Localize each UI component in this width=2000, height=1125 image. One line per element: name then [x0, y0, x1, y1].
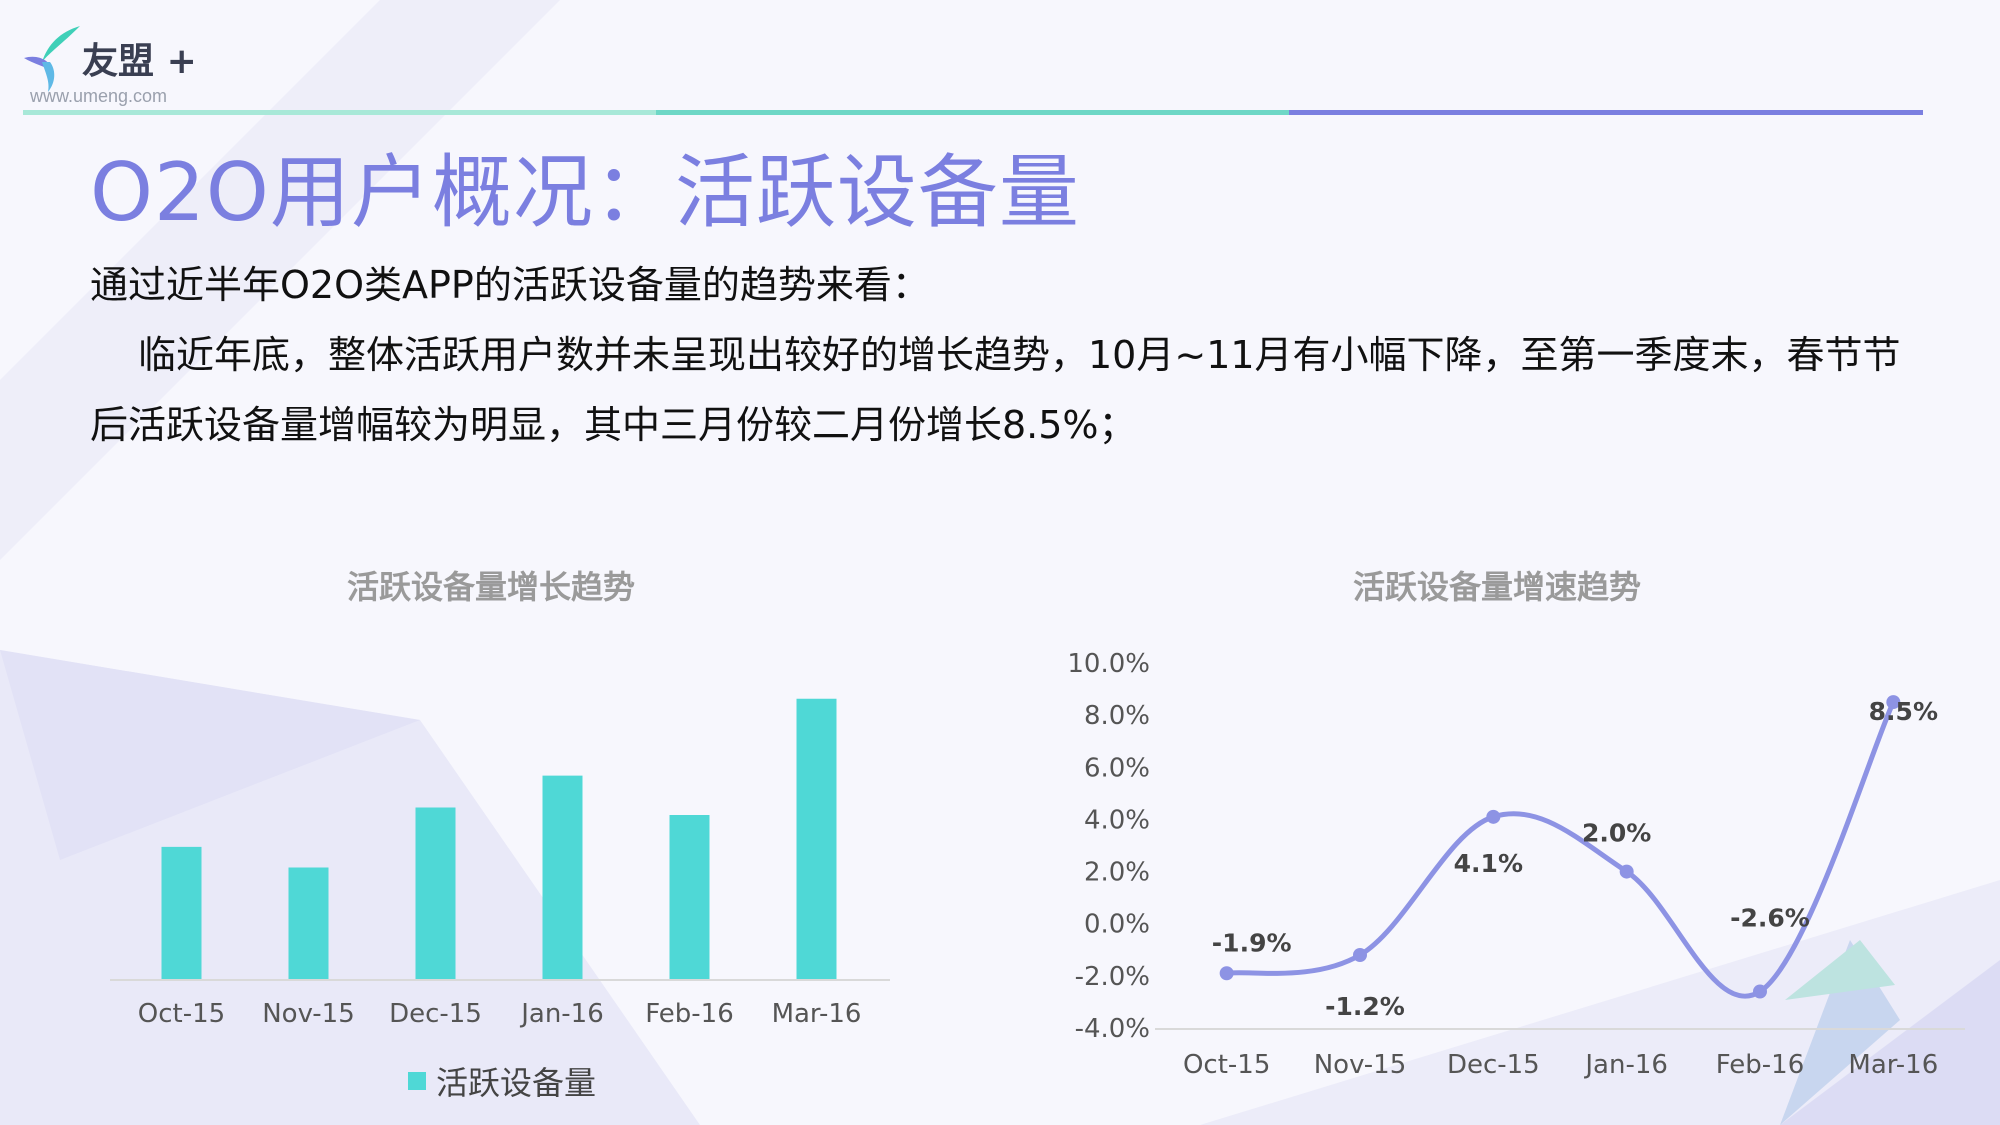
y-tick-label: 6.0%	[1084, 753, 1150, 783]
bar-chart-title: 活跃设备量增长趋势	[347, 568, 636, 606]
data-label: 2.0%	[1582, 819, 1651, 848]
page-title: O2O用户概况：活跃设备量	[90, 146, 1080, 239]
x-tick-label: Mar-16	[772, 999, 862, 1029]
data-point	[1619, 864, 1634, 879]
x-tick-label: Oct-15	[1183, 1050, 1270, 1080]
x-tick-label: Dec-15	[1447, 1050, 1540, 1080]
x-tick-label: Nov-15	[262, 999, 355, 1029]
data-point	[1219, 966, 1234, 981]
data-label: 4.1%	[1454, 849, 1523, 878]
bar-chart: Oct-15 Nov-15 Dec-15 Jan-16 Feb-16 Mar-16	[110, 698, 890, 1029]
header-rule	[23, 110, 1923, 115]
x-tick-label: Dec-15	[389, 999, 482, 1029]
y-tick-label: 8.0%	[1084, 701, 1150, 731]
data-point	[1486, 809, 1501, 824]
x-tick-label: Jan-16	[519, 999, 604, 1029]
legend-label: 活跃设备量	[436, 1064, 597, 1102]
data-label: -2.6%	[1730, 904, 1810, 933]
series-line	[1226, 701, 1896, 999]
data-point	[1753, 984, 1767, 999]
x-tick-label: Jan-16	[1583, 1050, 1668, 1080]
y-tick-label: 10.0%	[1067, 649, 1150, 679]
intro-line-1: 通过近半年O2O类APP的活跃设备量的趋势来看：	[90, 263, 930, 307]
x-tick-label: Feb-16	[1716, 1050, 1805, 1080]
x-tick-label: Mar-16	[1848, 1050, 1938, 1080]
y-tick-label: 0.0%	[1084, 910, 1150, 940]
x-tick-label: Feb-16	[645, 999, 734, 1029]
header-rule-segment	[656, 110, 1289, 115]
line-chart: 10.0% 8.0% 6.0% 4.0% 2.0% 0.0% -2.0% -4.0% -1.9%…	[1067, 649, 1965, 1080]
data-point	[1886, 695, 1901, 710]
line-chart-title: 活跃设备量增速趋势	[1353, 568, 1642, 606]
y-tick-label: 4.0%	[1084, 805, 1150, 835]
y-tick-label: -4.0%	[1075, 1014, 1150, 1044]
bar	[542, 775, 583, 980]
data-label: 8.5%	[1869, 697, 1938, 726]
data-label: -1.9%	[1212, 928, 1292, 957]
bar	[415, 807, 456, 980]
header-rule-segment	[1289, 110, 1923, 115]
bar	[796, 698, 837, 980]
bar	[161, 846, 202, 980]
legend-swatch	[408, 1072, 426, 1090]
logo-url: www.umeng.com	[30, 86, 168, 106]
intro-line-2: 临近年底，整体活跃用户数并未呈现出较好的增长趋势，10月~11月有小幅下降，至第…	[90, 333, 1901, 447]
y-tick-label: 2.0%	[1084, 858, 1150, 888]
bar	[288, 867, 329, 980]
bird-logo-icon	[24, 26, 80, 92]
x-tick-label: Oct-15	[138, 999, 225, 1029]
header-rule-segment	[23, 110, 656, 115]
x-tick-label: Nov-15	[1314, 1050, 1407, 1080]
bar-chart-legend: 活跃设备量	[408, 1058, 596, 1104]
data-point	[1353, 948, 1367, 962]
intro-text: 通过近半年O2O类APP的活跃设备量的趋势来看： 临近年底，整体活跃用户数并未呈…	[90, 250, 1910, 460]
y-tick-label: -2.0%	[1075, 962, 1150, 992]
logo-name: 友盟	[82, 41, 155, 82]
bar	[669, 815, 710, 980]
logo-plus: +	[166, 41, 197, 82]
data-label: -1.2%	[1325, 992, 1405, 1021]
umeng-logo: 友盟 + www.umeng.com	[20, 24, 220, 114]
